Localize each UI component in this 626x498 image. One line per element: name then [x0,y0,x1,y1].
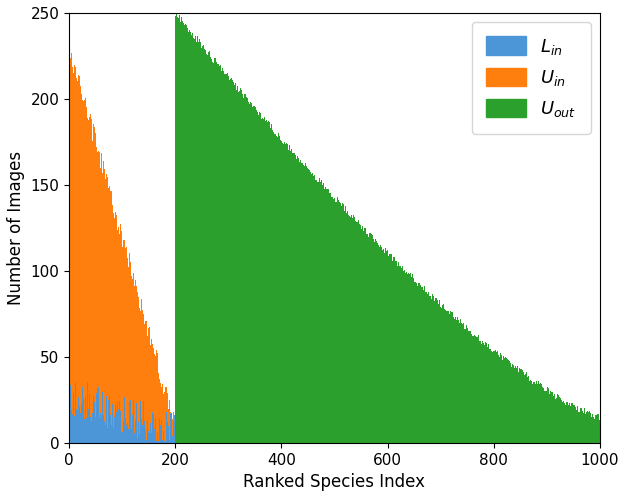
X-axis label: Ranked Species Index: Ranked Species Index [244,473,426,491]
Legend: $L_{in}$, $U_{in}$, $U_{out}$: $L_{in}$, $U_{in}$, $U_{out}$ [471,22,591,133]
Y-axis label: Number of Images: Number of Images [7,151,25,305]
